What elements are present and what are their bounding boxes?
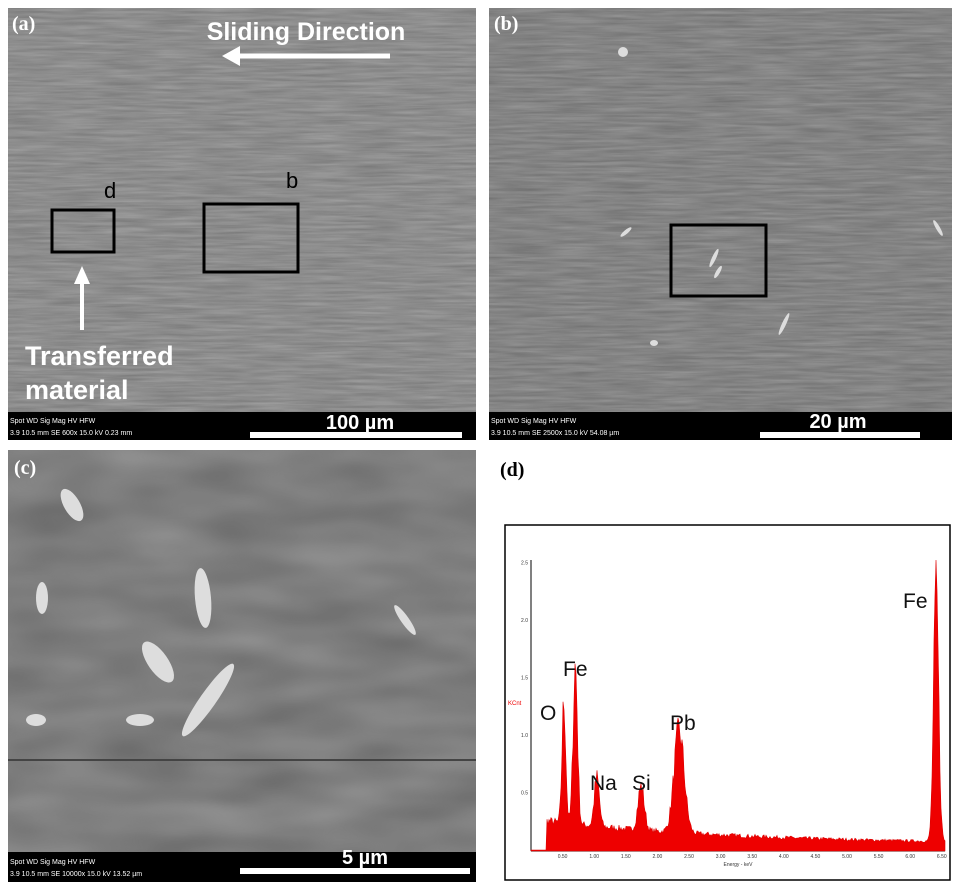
x-tick-label: 4.50: [811, 854, 821, 860]
panel-label: (a): [12, 13, 35, 35]
x-tick-label: 5.50: [874, 854, 884, 860]
annotation: material: [25, 375, 129, 405]
info-values: 3.9 10.5 mm SE 10000x 15.0 kV 13.52 µm: [10, 871, 142, 878]
scale-bar: [760, 432, 920, 438]
info-header: Spot WD Sig Mag HV HFW: [10, 859, 96, 866]
box-label: d: [104, 178, 116, 203]
x-tick-label: 3.50: [747, 854, 757, 860]
y-axis-label: KCnt: [508, 701, 522, 707]
x-tick-label: 2.00: [653, 854, 663, 860]
info-header: Spot WD Sig Mag HV HFW: [10, 418, 96, 425]
y-tick-label: 1.5: [521, 676, 528, 682]
x-tick-label: 3.00: [716, 854, 726, 860]
x-tick-label: 6.50: [937, 854, 947, 860]
x-tick-label: 5.00: [842, 854, 852, 860]
x-tick-label: 1.00: [589, 854, 599, 860]
info-values: 3.9 10.5 mm SE 600x 15.0 kV 0.23 mm: [10, 430, 132, 437]
scale-bar: [250, 432, 462, 438]
panel-label: (d): [500, 459, 524, 481]
peak-label: Na: [590, 772, 617, 795]
figure: (a) Sliding Direction d b Transferred ma…: [0, 0, 953, 882]
info-header: Spot WD Sig Mag HV HFW: [491, 418, 577, 425]
x-tick-label: 2.50: [684, 854, 694, 860]
annotation: Sliding Direction: [207, 18, 406, 46]
panel-c: (c) Spot WD Sig Mag HV HFW 3.9 10.5 mm S…: [8, 450, 476, 882]
panel-label: (c): [14, 457, 36, 479]
x-axis-label: Energy - keV: [724, 862, 754, 868]
peak-label: Fe: [903, 590, 928, 613]
y-tick-label: 2.0: [521, 618, 528, 624]
x-tick-label: 0.50: [558, 854, 568, 860]
x-tick-label: 4.00: [779, 854, 789, 860]
scale-label: 20 µm: [809, 411, 866, 433]
x-tick-label: 6.00: [905, 854, 915, 860]
peak-label: Si: [632, 772, 651, 795]
peak-label: Fe: [563, 658, 588, 681]
info-values: 3.9 10.5 mm SE 2500x 15.0 kV 54.08 µm: [491, 430, 619, 437]
panel-label: (b): [494, 13, 518, 35]
scale-label: 5 µm: [342, 847, 388, 869]
x-tick-label: 1.50: [621, 854, 631, 860]
panel-a: (a) Sliding Direction d b Transferred ma…: [8, 8, 476, 440]
peak-label: O: [540, 702, 556, 725]
scale-label: 100 µm: [326, 412, 394, 434]
scale-bar: [240, 868, 470, 874]
y-tick-label: 2.5: [521, 561, 528, 567]
y-tick-label: 0.5: [521, 791, 528, 797]
panel-d: (d) KCnt Energy - keV O Fe Na Si Pb Fe 0…: [500, 459, 950, 880]
panel-b: (b) Spot WD Sig Mag HV HFW 3.9 10.5 mm S…: [489, 8, 952, 440]
y-tick-label: 1.0: [521, 733, 528, 739]
peak-label: Pb: [670, 712, 696, 735]
annotation: Transferred: [25, 341, 174, 371]
box-label: b: [286, 168, 298, 193]
